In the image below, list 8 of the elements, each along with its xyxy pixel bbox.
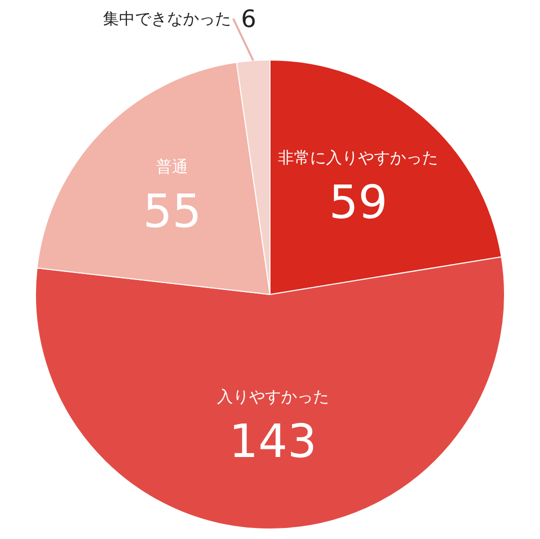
slice-label: 入りやすかった	[217, 387, 329, 406]
slice-label: 非常に入りやすかった	[278, 148, 438, 167]
data-label: 59	[329, 175, 388, 229]
data-label: 143	[229, 414, 317, 468]
slice-label: 集中できなかった	[103, 9, 231, 28]
data-label: 6	[241, 5, 256, 33]
data-label: 55	[143, 184, 202, 238]
slice-label: 普通	[156, 157, 188, 176]
